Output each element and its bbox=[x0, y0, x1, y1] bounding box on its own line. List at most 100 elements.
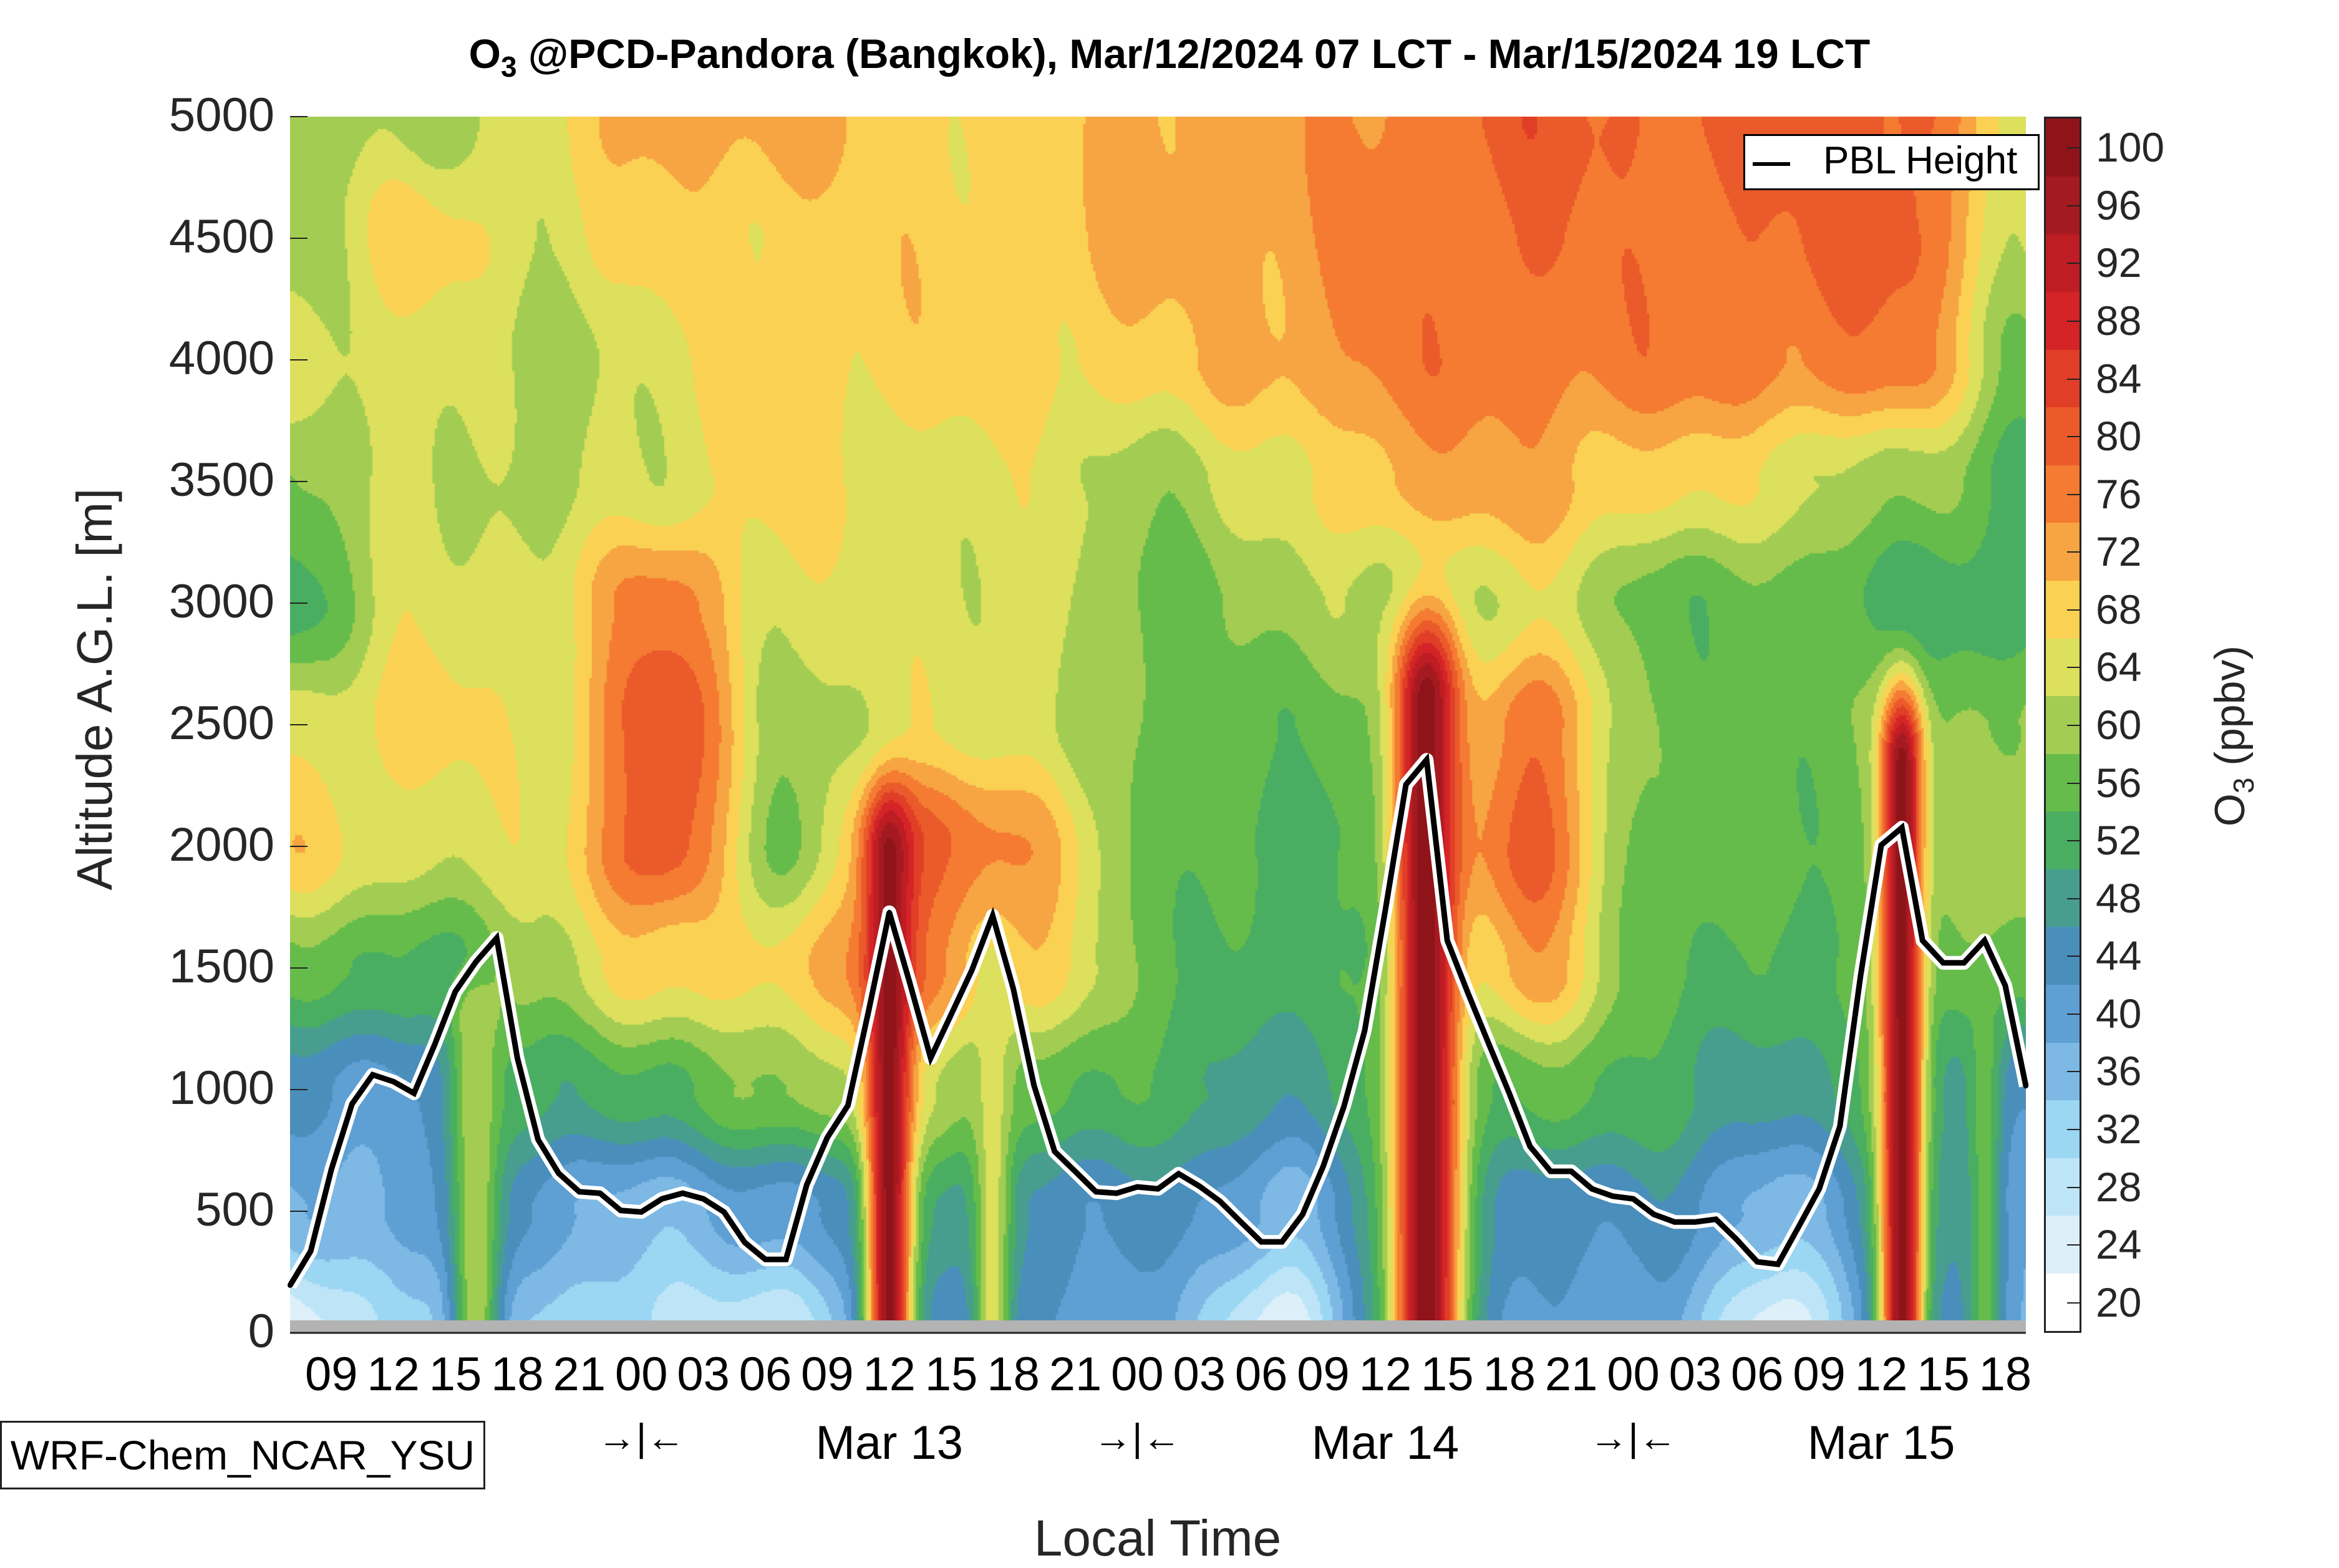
pbl-point bbox=[1362, 1028, 1367, 1033]
pbl-point bbox=[990, 913, 995, 919]
pbl-point bbox=[907, 981, 913, 986]
day-boundary-marker: →|← bbox=[598, 1416, 685, 1459]
colorbar-tick-label: 48 bbox=[2096, 874, 2142, 921]
colorbar-tick-mark bbox=[2067, 321, 2080, 322]
o3-contour-field bbox=[290, 117, 2026, 1333]
model-name-box: WRF-Chem_NCAR_YSU bbox=[0, 1421, 485, 1489]
pbl-point bbox=[1155, 1186, 1161, 1192]
x-tick-label: 12 bbox=[1358, 1348, 1412, 1401]
pbl-point bbox=[742, 1239, 747, 1245]
y-tick-label: 0 bbox=[248, 1305, 274, 1358]
x-tick-label: 06 bbox=[739, 1348, 792, 1401]
x-tick-label: 03 bbox=[1173, 1348, 1226, 1401]
colorbar-tick-label: 80 bbox=[2096, 413, 2142, 460]
pbl-point bbox=[1341, 1103, 1347, 1109]
pbl-point bbox=[598, 1191, 603, 1196]
pbl-point bbox=[1672, 1219, 1677, 1225]
x-tick-label: 06 bbox=[1234, 1348, 1288, 1401]
colorbar-tick-label: 64 bbox=[2096, 644, 2142, 690]
colorbar-tick-label: 100 bbox=[2096, 124, 2165, 171]
colorbar-tick-mark bbox=[2067, 1129, 2080, 1130]
colorbar-tick-mark bbox=[2067, 725, 2080, 726]
pbl-point bbox=[1403, 782, 1409, 787]
x-tick-label: 18 bbox=[1978, 1348, 2032, 1401]
pbl-point bbox=[1858, 973, 1863, 979]
colorbar-tick-label: 76 bbox=[2096, 470, 2142, 517]
x-tick-label: 15 bbox=[924, 1348, 978, 1401]
colorbar-tick-mark bbox=[2067, 898, 2080, 899]
pbl-point bbox=[1135, 1184, 1140, 1189]
colorbar-tick-label: 32 bbox=[2096, 1106, 2142, 1152]
colorbar-tick-mark bbox=[2067, 667, 2080, 669]
pbl-point bbox=[370, 1072, 375, 1078]
pbl-point bbox=[1692, 1219, 1698, 1225]
colorbar-tick-mark bbox=[2067, 147, 2080, 149]
pbl-point bbox=[659, 1196, 665, 1202]
pbl-point bbox=[432, 1042, 437, 1047]
pbl-point bbox=[515, 1055, 520, 1060]
y-tick-label: 500 bbox=[195, 1183, 274, 1236]
pbl-point bbox=[1569, 1169, 1574, 1174]
pbl-point bbox=[1816, 1186, 1822, 1192]
day-label: Mar 15 bbox=[1807, 1416, 1955, 1469]
pbl-point bbox=[700, 1196, 706, 1202]
pbl-point bbox=[763, 1257, 768, 1262]
pbl-point bbox=[1837, 1123, 1843, 1129]
y-tick-label: 1500 bbox=[168, 940, 274, 993]
terrain-band bbox=[290, 1320, 2026, 1333]
pbl-height-series bbox=[284, 753, 2033, 1289]
legend-label: PBL Height bbox=[1823, 139, 2018, 182]
x-tick-label: 06 bbox=[1731, 1348, 1784, 1401]
pbl-point bbox=[1899, 825, 1905, 830]
pbl-point bbox=[1445, 937, 1450, 943]
x-tick-label: 00 bbox=[1607, 1348, 1660, 1401]
pbl-point bbox=[2002, 983, 2008, 989]
pbl-point bbox=[1031, 1083, 1037, 1088]
pbl-point bbox=[473, 959, 479, 964]
x-tick-label: 15 bbox=[1917, 1348, 1970, 1401]
y-tick-label: 4500 bbox=[168, 210, 274, 263]
pbl-point bbox=[329, 1166, 334, 1172]
colorbar-tick-label: 24 bbox=[2096, 1221, 2142, 1268]
colorbar-tick-mark bbox=[2067, 1302, 2080, 1304]
pbl-point bbox=[1073, 1169, 1078, 1174]
colorbar-tick-label: 56 bbox=[2096, 759, 2142, 806]
pbl-point bbox=[1734, 1237, 1740, 1242]
x-tick-label: 18 bbox=[987, 1348, 1040, 1401]
x-tick-label: 09 bbox=[1793, 1348, 1846, 1401]
y-tick-label: 2500 bbox=[168, 697, 274, 750]
x-tick-label: 00 bbox=[1111, 1348, 1164, 1401]
colorbar bbox=[2044, 117, 2081, 1333]
pbl-point bbox=[721, 1209, 727, 1215]
x-tick-label: 15 bbox=[1421, 1348, 1474, 1401]
pbl-point bbox=[783, 1257, 789, 1262]
colorbar-tick-mark bbox=[2067, 956, 2080, 957]
pbl-point bbox=[1424, 757, 1430, 763]
x-tick-label: 09 bbox=[1297, 1348, 1350, 1401]
colorbar-tick-label: 40 bbox=[2096, 990, 2142, 1037]
pbl-point bbox=[825, 1135, 830, 1140]
pbl-point bbox=[1259, 1239, 1264, 1245]
colorbar-tick-mark bbox=[2067, 840, 2080, 842]
pbl-line bbox=[288, 753, 2029, 1287]
x-tick-label: 12 bbox=[367, 1348, 420, 1401]
x-tick-label: 21 bbox=[1544, 1348, 1598, 1401]
pbl-point bbox=[1093, 1189, 1099, 1194]
chart-title: O3 @PCD-Pandora (Bangkok), Mar/12/2024 0… bbox=[468, 31, 1871, 84]
pbl-point bbox=[1713, 1216, 1718, 1222]
pbl-point bbox=[1114, 1191, 1120, 1196]
pbl-point bbox=[349, 1101, 355, 1106]
pbl-point bbox=[1961, 960, 1967, 965]
pbl-point bbox=[886, 909, 892, 915]
pbl-point bbox=[949, 1012, 954, 1017]
x-tick-label: 12 bbox=[863, 1348, 916, 1401]
pbl-point bbox=[1796, 1224, 1801, 1229]
pbl-point bbox=[639, 1209, 644, 1215]
x-tick-label: 21 bbox=[553, 1348, 606, 1401]
pbl-point bbox=[1196, 1183, 1202, 1189]
day-boundary-marker: →|← bbox=[1589, 1416, 1677, 1459]
colorbar-tick-mark bbox=[2067, 205, 2080, 206]
y-tick-label: 3500 bbox=[168, 453, 274, 506]
colorbar-tick-mark bbox=[2067, 1013, 2080, 1015]
